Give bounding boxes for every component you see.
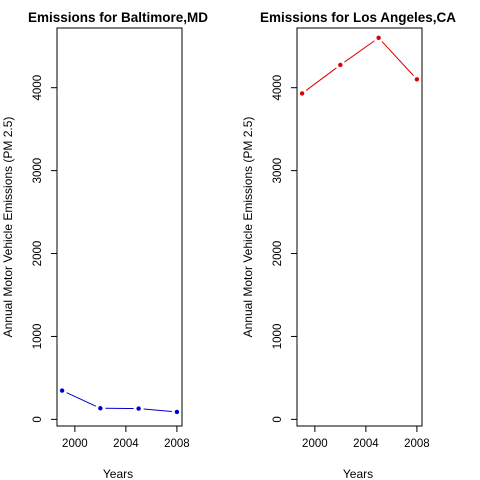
x-tick-label: 2000 [302, 438, 328, 450]
y-tick-label: 2000 [272, 241, 284, 267]
y-tick-label: 0 [32, 416, 44, 422]
y-tick-label: 1000 [272, 324, 284, 350]
plot-frame [56, 27, 183, 427]
y-axis: 0 1000 2000 3000 4000 [32, 75, 57, 423]
series-line-segment [143, 408, 172, 413]
y-axis-label: Annual Motor Vehicle Emissions (PM 2.5) [1, 117, 15, 338]
y-tick-label: 4000 [272, 75, 284, 101]
y-tick-label: 3000 [32, 158, 44, 184]
data-point [414, 77, 420, 82]
y-tick-label: 3000 [272, 158, 284, 184]
x-tick-label: 2004 [353, 438, 379, 450]
x-tick-label: 2008 [404, 438, 430, 450]
x-tick-label: 2004 [113, 438, 139, 450]
x-axis: 2000 2004 2008 [62, 426, 190, 450]
series-line-segment [344, 40, 375, 63]
plot-frame [296, 27, 423, 427]
y-axis-label: Annual Motor Vehicle Emissions (PM 2.5) [241, 117, 255, 338]
data-series [59, 388, 180, 415]
data-point [299, 91, 305, 96]
y-tick-label: 0 [272, 416, 284, 422]
chart-panel-los-angeles: Emissions for Los Angeles,CA 2000 2004 200… [241, 10, 456, 480]
data-point [338, 62, 343, 68]
series-line-segment [381, 41, 414, 76]
y-tick-label: 1000 [32, 324, 44, 350]
series-line-segment [66, 392, 97, 407]
x-tick-label: 2008 [164, 438, 190, 450]
x-axis-label: Years [343, 467, 373, 480]
chart-title: Emissions for Los Angeles,CA [260, 10, 456, 25]
data-point [98, 406, 103, 411]
data-point [376, 35, 381, 41]
x-axis: 2000 2004 2008 [302, 426, 430, 450]
chart-title: Emissions for Baltimore,MD [28, 10, 208, 25]
y-tick-label: 2000 [32, 241, 44, 267]
x-tick-label: 2000 [62, 438, 88, 450]
y-tick-label: 4000 [32, 75, 44, 101]
x-axis-label: Years [103, 467, 133, 480]
series-line-segment [305, 67, 337, 91]
data-point [59, 388, 65, 393]
y-axis: 0 1000 2000 3000 4000 [272, 75, 297, 423]
data-series [299, 35, 420, 96]
data-point [136, 406, 141, 411]
chart-panel-baltimore: Emissions for Baltimore,MD 2000 2004 2008 … [1, 10, 208, 480]
data-point [174, 409, 180, 415]
